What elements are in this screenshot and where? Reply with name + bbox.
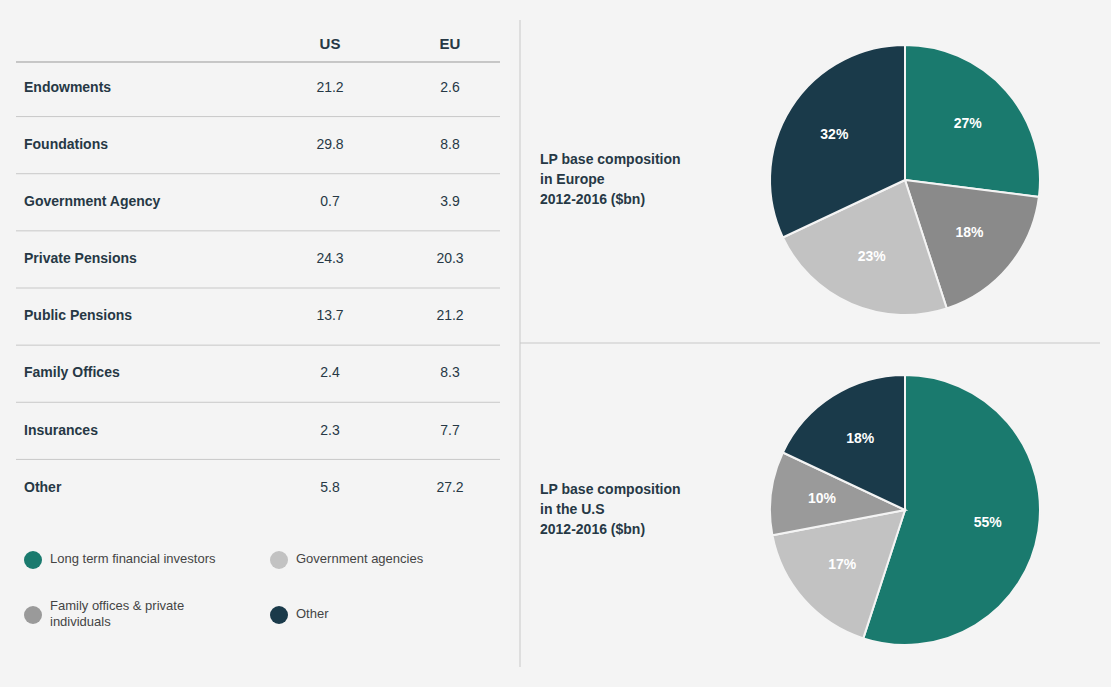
legend-label: Other: [296, 606, 329, 621]
row-rule: [16, 402, 500, 403]
legend-swatch: [24, 551, 42, 569]
table-cell: 27.2: [436, 479, 463, 495]
table-cell: 2.4: [320, 364, 340, 380]
legend-swatch: [270, 551, 288, 569]
row-rule: [16, 230, 500, 231]
data-label: 18%: [955, 224, 984, 240]
row-rule: [16, 173, 500, 174]
table-cell: 7.7: [440, 422, 460, 438]
pie: [770, 45, 1040, 315]
table-cell: 8.3: [440, 364, 460, 380]
row-rule: [16, 116, 500, 117]
data-label: 10%: [808, 490, 837, 506]
table-cell: 8.8: [440, 136, 460, 152]
row-label: Family Offices: [24, 364, 120, 380]
pie: [770, 375, 1040, 645]
pie-title: LP base composition in Europe 2012-2016 ($…: [540, 151, 681, 206]
table-cell: 21.2: [316, 79, 343, 95]
row-label: Government Agency: [24, 193, 161, 209]
legend-label: Long term financial investors: [50, 551, 216, 566]
text-line: individuals: [50, 614, 111, 629]
pie-slice: [783, 375, 905, 510]
legend-label: Government agencies: [296, 551, 424, 566]
table-cell: 13.7: [316, 307, 343, 323]
data-label: 23%: [858, 248, 887, 264]
row-rule: [16, 288, 500, 289]
text-line: in the U.S: [540, 501, 605, 517]
table-cell: 24.3: [316, 250, 343, 266]
table: US EU Endowments 21.2 2.6 Foundations 29.8 8.8 G…: [16, 35, 500, 495]
text-line: Family offices & private: [50, 599, 184, 614]
row-label: Foundations: [24, 136, 108, 152]
data-label: 27%: [954, 115, 983, 131]
text-line: 2012-2016 ($bn): [540, 520, 645, 536]
table-cell: 5.8: [320, 479, 340, 495]
text-line: Other: [296, 606, 329, 621]
table-cell: 20.3: [436, 250, 463, 266]
data-label: 32%: [820, 126, 849, 142]
row-label: Other: [24, 479, 62, 495]
table-cell: 3.9: [440, 193, 460, 209]
legend-swatch: [24, 606, 42, 624]
header-rule: [16, 62, 500, 63]
row-label: Insurances: [24, 422, 98, 438]
legend: Long term financial investors Government …: [24, 551, 424, 629]
row-label: Endowments: [24, 79, 111, 95]
column-header: US: [320, 35, 341, 52]
text-line: LP base composition: [540, 481, 681, 497]
row-rule: [16, 345, 500, 346]
legend-swatch: [270, 606, 288, 624]
panel-divider: [520, 343, 1100, 344]
legend-label: Family offices & privateindividuals: [50, 599, 184, 630]
data-label: 55%: [974, 514, 1003, 530]
text-line: 2012-2016 ($bn): [540, 190, 645, 206]
table-cell: 0.7: [320, 193, 340, 209]
table-cell: 2.3: [320, 422, 340, 438]
table-cell: 21.2: [436, 307, 463, 323]
pie-slice: [905, 45, 1040, 197]
text-line: in Europe: [540, 171, 605, 187]
text-line: Government agencies: [296, 551, 424, 566]
text-line: LP base composition: [540, 151, 681, 167]
row-label: Public Pensions: [24, 307, 132, 323]
chart: US EU Endowments 21.2 2.6 Foundations 29.8 8.8 G…: [0, 0, 1111, 687]
pie-title: LP base composition in the U.S 2012-2016 (…: [540, 481, 681, 536]
text-line: Long term financial investors: [50, 551, 216, 566]
data-label: 17%: [828, 556, 857, 572]
table-cell: 2.6: [440, 79, 460, 95]
data-label: 18%: [846, 430, 875, 446]
background: [0, 0, 1111, 687]
table-cell: 29.8: [316, 136, 343, 152]
column-header: EU: [440, 35, 461, 52]
row-rule: [16, 459, 500, 460]
row-label: Private Pensions: [24, 250, 137, 266]
pie-slice: [770, 45, 905, 237]
